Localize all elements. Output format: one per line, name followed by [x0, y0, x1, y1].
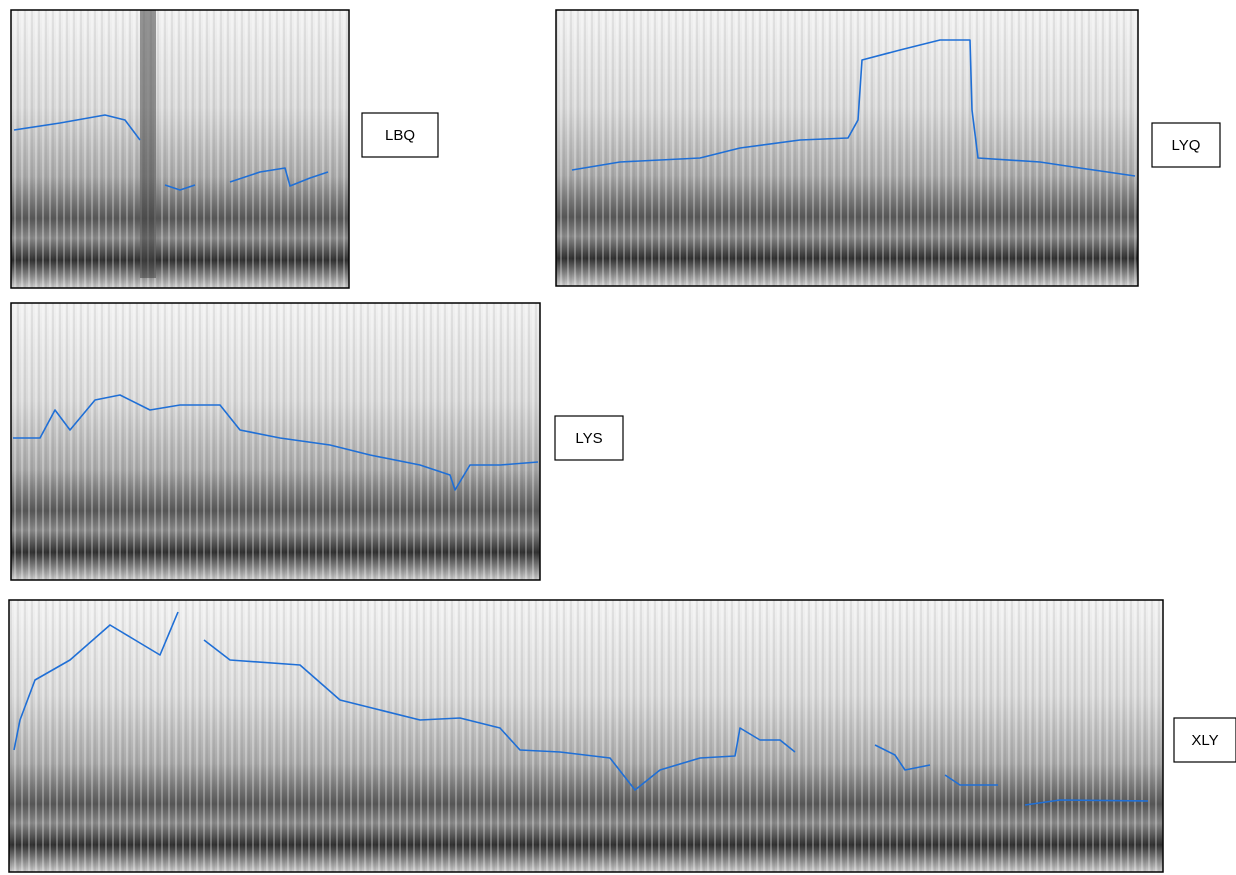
pitch-contour	[13, 114, 329, 191]
pitch-contour	[13, 394, 539, 491]
panel-label: LBQ	[385, 127, 415, 144]
panel-frame	[10, 9, 350, 289]
panel-label: LYS	[575, 430, 602, 447]
panel-xly: XLY	[8, 599, 1236, 873]
panel-lys: LYS	[10, 302, 624, 581]
panel-frame	[10, 302, 541, 581]
label-box	[554, 415, 624, 461]
panel-frame	[8, 599, 1164, 873]
panel-lyq: LYQ	[555, 9, 1221, 287]
spectrogram-burst	[140, 10, 156, 278]
panel-label: XLY	[1191, 732, 1218, 749]
panel-label: LYQ	[1172, 137, 1201, 154]
label-box	[1151, 122, 1221, 168]
pitch-contour	[571, 39, 1136, 177]
spectrogram-texture	[9, 600, 1163, 872]
label-box	[361, 112, 439, 158]
panel-lbq: LBQ	[10, 9, 439, 289]
label-box	[1173, 717, 1236, 763]
spectrogram-texture	[11, 10, 349, 288]
panel-frame	[555, 9, 1139, 287]
spectrogram-texture	[556, 10, 1138, 286]
pitch-contour	[13, 611, 1149, 806]
spectrogram-texture	[11, 303, 540, 580]
